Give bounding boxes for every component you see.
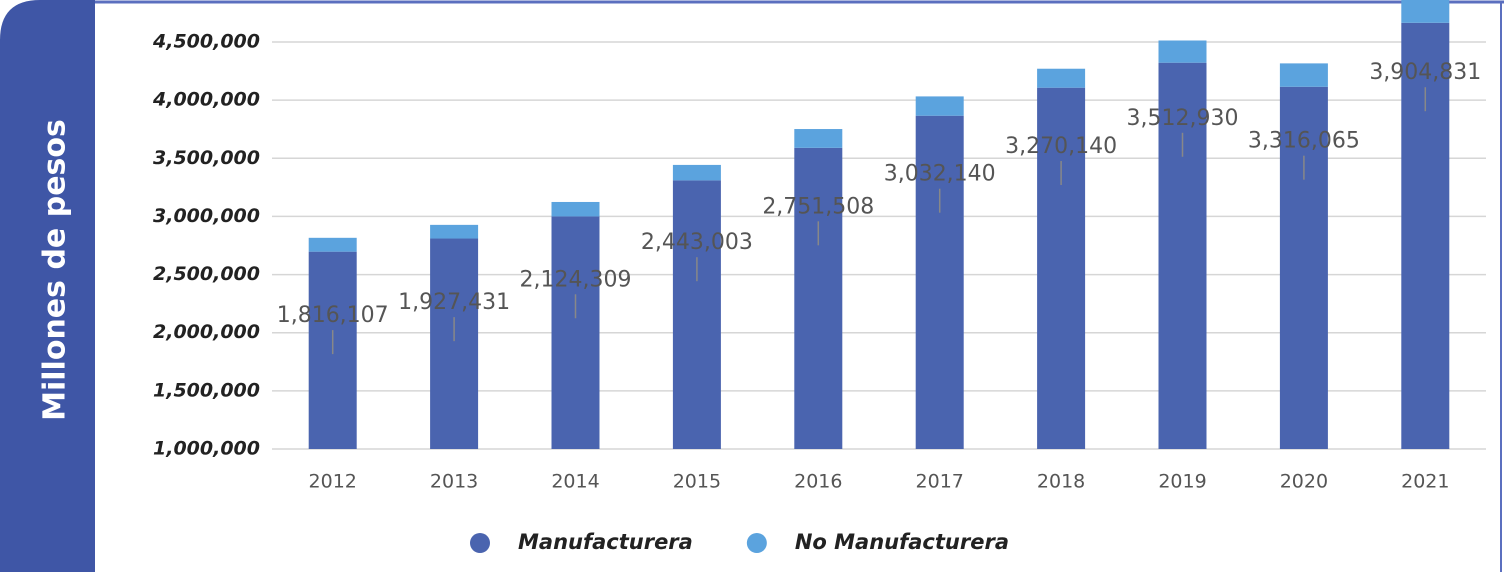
total-label: 1,927,431 [398,290,510,315]
bar-segment [430,224,479,239]
total-label: 2,751,508 [762,194,874,219]
bar-segment [1037,68,1086,88]
y-tick-label: 3,000,000 [153,205,260,227]
y-tick-label: 3,500,000 [153,147,260,169]
bar-segment [551,216,600,449]
legend-marker [746,533,767,553]
bar-segment [308,237,357,252]
bar-segment [430,238,479,449]
y-tick-label: 4,000,000 [152,89,260,111]
x-tick-label: 2015 [673,471,721,493]
y-tick-label: 4,500,000 [152,31,260,53]
total-label: 3,316,065 [1248,129,1360,154]
y-axis-title: Millones de pesos [38,119,73,421]
bar-segment [672,164,721,181]
side-panel [0,0,95,572]
total-label: 3,512,930 [1127,106,1239,131]
legend-label: Manufacturera [518,530,693,554]
x-tick-label: 2018 [1037,471,1085,493]
bar-segment [672,180,721,449]
bar-segment [794,147,843,449]
bar-segment [794,129,843,148]
x-tick-label: 2013 [430,471,478,493]
bar-segment [915,115,964,449]
total-label: 3,032,140 [884,162,996,187]
total-label: 2,124,309 [520,267,632,292]
bar-segment [1279,63,1328,87]
x-tick-label: 2020 [1280,471,1328,493]
total-label: 3,904,831 [1369,60,1481,85]
legend-marker [470,533,490,553]
bar-segment [551,201,600,217]
y-tick-label: 2,000,000 [153,321,260,343]
x-tick-label: 2017 [916,471,964,493]
y-tick-label: 1,000,000 [153,438,260,460]
total-label: 2,443,003 [641,230,753,255]
bar-segment [1401,0,1450,23]
bar-segment [1158,62,1207,450]
x-tick-label: 2016 [794,471,842,493]
total-label: 1,816,107 [277,303,389,328]
legend-label: No Manufacturera [795,530,1009,554]
total-label: 3,270,140 [1005,134,1117,159]
y-tick-label: 1,500,000 [153,379,260,401]
x-tick-label: 2012 [309,471,357,493]
x-tick-label: 2021 [1401,471,1449,493]
bar-segment [1401,22,1450,449]
bar-segment [1037,87,1086,449]
x-tick-label: 2014 [551,471,599,493]
bar-segment [1279,86,1328,450]
y-tick-label: 2,500,000 [153,263,260,285]
bar-segment [1158,40,1207,63]
x-tick-label: 2019 [1158,471,1206,493]
bar-segment [915,96,964,116]
